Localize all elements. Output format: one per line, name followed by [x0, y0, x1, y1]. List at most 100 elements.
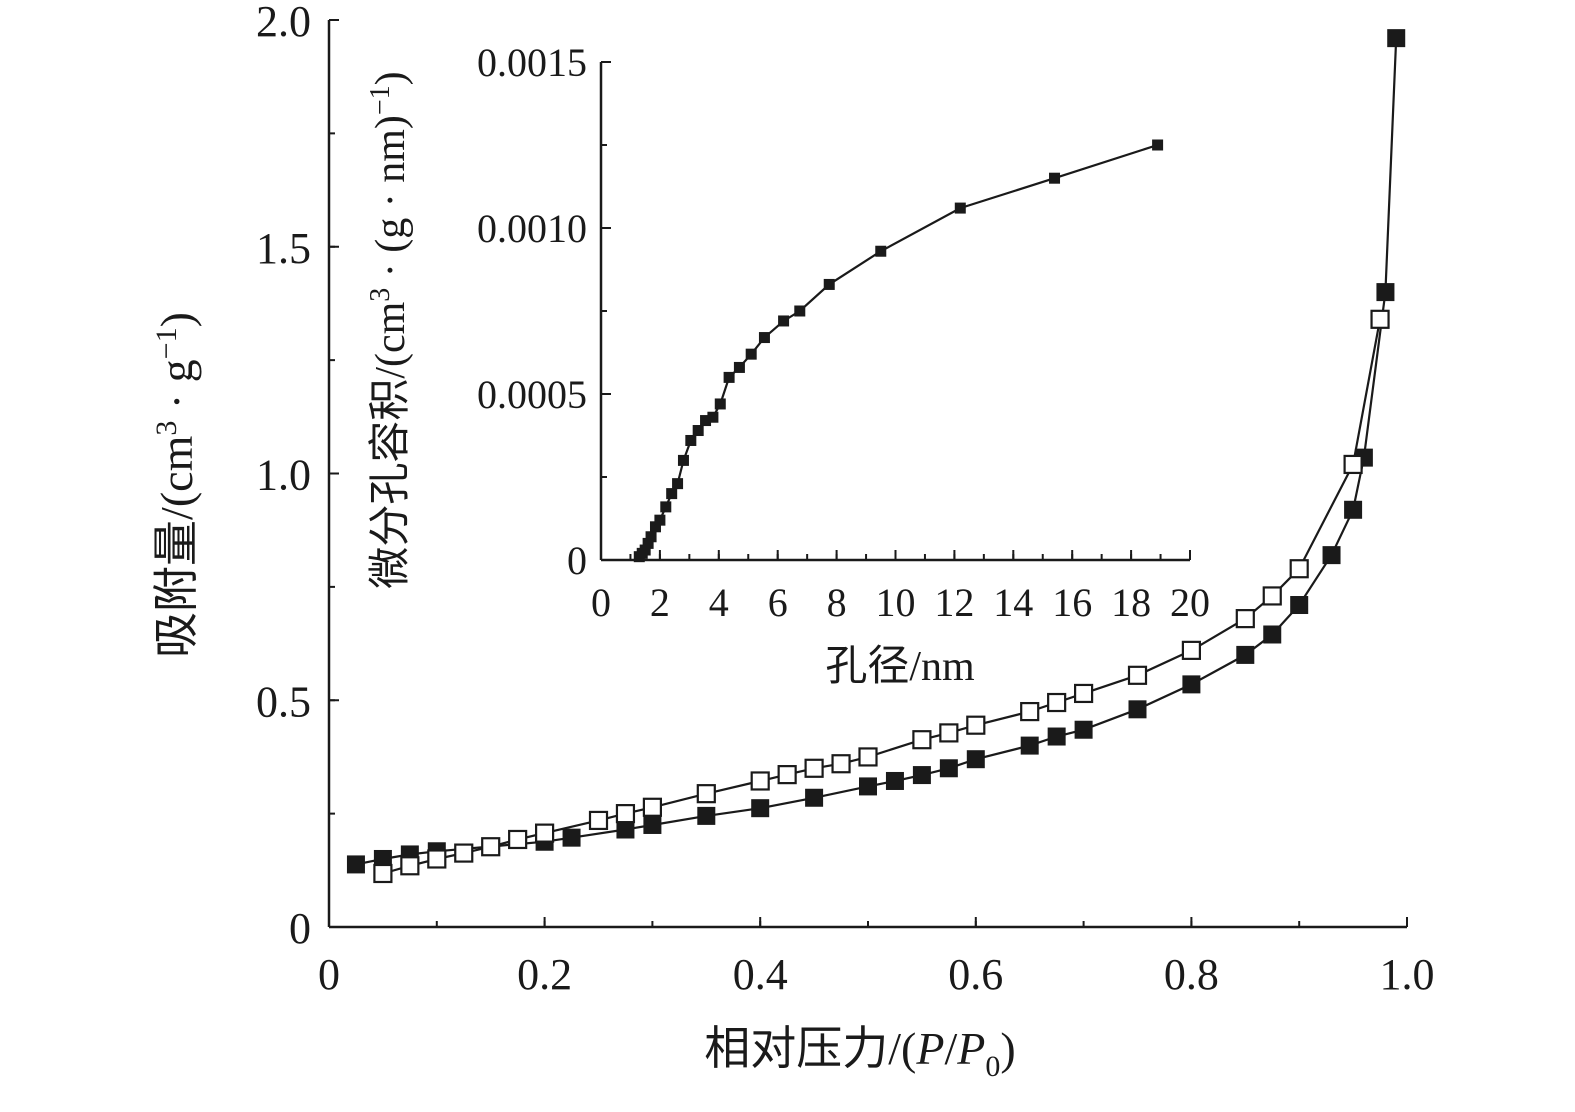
main-series-1-point	[481, 837, 501, 857]
main-series-1-point	[1047, 692, 1067, 713]
main-series-1-point	[696, 784, 716, 804]
main-series-1-point	[1343, 454, 1363, 475]
main-y-tick-label: 1.5	[256, 224, 311, 273]
inset-y-tick-label: 0.0010	[477, 206, 587, 251]
main-y-axis-title: 吸附量/(cm3 · g−1)	[150, 312, 202, 658]
main-series-0-point	[1128, 700, 1147, 719]
main-series-0-point	[1047, 727, 1066, 746]
main-series-0-point	[1263, 625, 1282, 644]
main-y-tick-label: 0	[289, 904, 311, 953]
main-x-tick-label: 0.6	[948, 950, 1003, 999]
main-series-0-point	[346, 855, 365, 874]
inset-x-tick-label: 20	[1170, 580, 1210, 625]
main-x-tick-label: 0.2	[517, 950, 572, 999]
main-y-tick-label: 2.0	[256, 0, 311, 46]
main-series-0-point	[885, 771, 904, 790]
inset-series-0-point	[714, 398, 726, 410]
inset-x-tick-label: 8	[827, 580, 847, 625]
main-series-0-point	[1344, 500, 1363, 519]
inset-x-tick-label: 18	[1111, 580, 1151, 625]
inset-series	[633, 139, 1164, 563]
main-axes: 0 0.2 0.4 0.6 0.8 1.0 0 0.5 1.0 1.5 2.0	[256, 0, 1435, 999]
main-series-1-point	[1181, 640, 1202, 660]
inset-series-0-point	[875, 245, 887, 257]
inset-series-0-point	[823, 278, 835, 290]
inset-x-tick-label: 14	[993, 580, 1033, 625]
inset-y-tick-label: 0.0015	[477, 40, 587, 85]
main-series-1-point	[642, 797, 663, 817]
main-series-1-point	[1235, 609, 1255, 629]
inset-x-tick-label: 0	[591, 580, 611, 625]
main-series-1-point	[831, 754, 851, 774]
inset-x-tick-label: 10	[876, 580, 916, 625]
main-series-1-point	[427, 849, 447, 869]
main-series-1-point	[1289, 559, 1309, 579]
inset-x-tick-label: 6	[768, 580, 788, 625]
main-series-0-point	[1020, 736, 1039, 755]
main-series-1-point	[454, 843, 474, 863]
inset-series-0-point	[666, 488, 678, 500]
inset-series-0-point	[685, 434, 697, 446]
inset-series-0-point	[794, 305, 806, 317]
main-series-1-point	[858, 747, 878, 767]
main-series	[346, 29, 1406, 884]
inset-series-0-point	[733, 361, 745, 373]
main-series-0-point	[1182, 675, 1201, 694]
inset-series-0-point	[778, 315, 790, 327]
main-y-tick-label: 1.0	[256, 451, 311, 500]
main-y-tick-label: 0.5	[256, 677, 311, 726]
inset-series-0-line	[638, 143, 1158, 558]
main-series-1-point	[1020, 701, 1040, 722]
inset-series-0-point	[654, 514, 666, 526]
inset-series-0-point	[645, 531, 657, 543]
inset-series-0-point	[692, 425, 704, 437]
main-series-1-point	[534, 823, 555, 843]
inset-series-0-point	[758, 332, 770, 344]
inset-series-0-point	[745, 348, 757, 360]
main-series-1-point	[912, 730, 932, 750]
main-series-0-point	[1387, 29, 1406, 48]
main-series-1-point	[615, 804, 636, 824]
inset-series-0-point	[954, 202, 966, 214]
main-series-1-point	[1073, 683, 1094, 704]
main-series-0-point	[751, 799, 770, 818]
inset-y-tick-label: 0.0005	[477, 372, 587, 417]
main-series-0-point	[1290, 596, 1309, 615]
main-series-1-point	[804, 758, 824, 778]
main-x-axis-title: 相对压力/(P/P0)	[704, 1023, 1015, 1083]
inset-series-0-point	[707, 411, 719, 423]
main-series-1-point	[939, 723, 959, 743]
main-x-tick-label: 0.4	[733, 950, 788, 999]
inset-series-0-point	[672, 478, 684, 490]
inset-series-0-point	[677, 454, 689, 466]
main-series-0-point	[805, 788, 824, 807]
main-x-tick-label: 0	[318, 950, 340, 999]
main-series-1-point	[1127, 665, 1148, 685]
main-series-0-point	[643, 815, 662, 834]
main-series-0-point	[1322, 546, 1341, 565]
main-series-1-point	[588, 810, 609, 831]
main-series-1-point	[508, 829, 528, 850]
inset-y-tick-label: 0	[567, 538, 587, 583]
main-series-0-point	[1074, 720, 1093, 739]
main-series-0-line	[355, 38, 1398, 866]
main-series-1-point	[373, 863, 393, 884]
main-series-1-point	[1370, 309, 1390, 329]
inset-series-0-point	[723, 371, 735, 383]
inset-x-tick-label: 16	[1052, 580, 1092, 625]
main-x-tick-label: 0.8	[1164, 950, 1219, 999]
inset-series-0-point	[1049, 172, 1061, 184]
main-series-0-point	[1376, 283, 1395, 302]
main-series-1-point	[777, 765, 797, 785]
main-x-tick-label: 1.0	[1380, 950, 1435, 999]
inset-y-axis-title: 微分孔容积/(cm3 · (g · nm)−1)	[365, 71, 414, 588]
main-series-0-point	[939, 759, 958, 778]
main-series-0-point	[859, 777, 877, 796]
main-series-0-point	[697, 806, 716, 825]
main-series-0-point	[966, 750, 985, 769]
main-series-0-point	[562, 828, 581, 847]
main-series-1-point	[1262, 586, 1282, 606]
